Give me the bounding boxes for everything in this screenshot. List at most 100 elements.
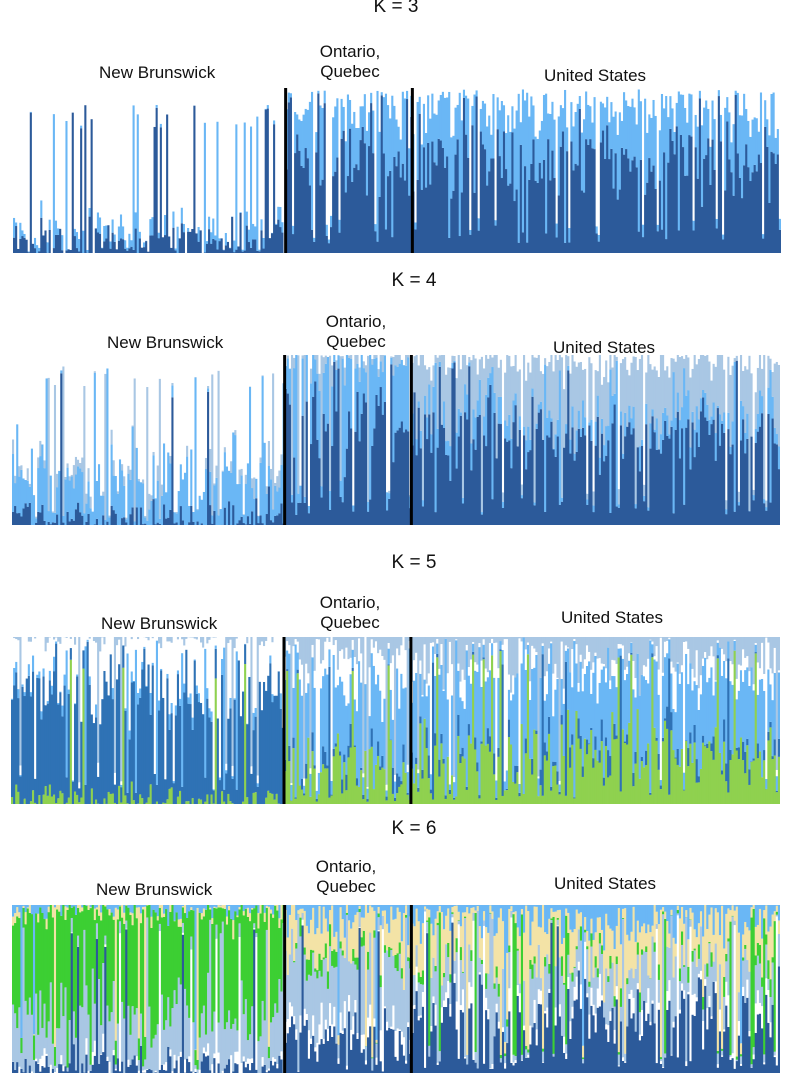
ancestry-bar-segment [424,365,427,396]
ancestry-bar-segment [395,119,398,167]
ancestry-bar-segment [507,185,510,253]
ancestry-bar-segment [713,170,717,253]
ancestry-bar-segment [430,380,433,435]
ancestry-bar-segment [400,1044,404,1073]
ancestry-bar-segment [328,910,332,925]
ancestry-bar-segment [186,445,189,457]
ancestry-bar-segment [86,641,90,804]
ancestry-bar-segment [305,637,308,664]
ancestry-bar-segment [402,1037,406,1056]
ancestry-bar-segment [438,361,442,367]
ancestry-bar-segment [218,780,222,804]
ancestry-bar-segment [332,88,335,118]
ancestry-bar-segment [87,905,90,910]
ancestry-bar-segment [693,677,697,682]
ancestry-bar-segment [179,1056,183,1073]
ancestry-bar-segment [388,932,391,948]
ancestry-bar-segment [242,905,246,912]
ancestry-bar-segment [379,1030,383,1062]
ancestry-bar-segment [400,941,404,969]
ancestry-bar-segment [749,181,752,253]
ancestry-bar-segment [532,105,535,140]
ancestry-bar-segment [493,677,496,754]
ancestry-bar-segment [202,647,205,715]
ancestry-bar-segment [190,907,193,910]
ancestry-bar-segment [211,918,214,924]
ancestry-bar-segment [347,637,350,660]
ancestry-bar-segment [326,905,330,932]
ancestry-bar-segment [79,468,82,513]
ancestry-bar-segment [164,235,167,253]
ancestry-bar-segment [758,679,762,752]
ancestry-bar-segment [313,637,317,671]
ancestry-bar-segment [144,906,147,1037]
ancestry-bar-segment [316,928,319,971]
ancestry-bar-segment [303,496,307,503]
ancestry-bar-segment [654,188,658,253]
ancestry-bar-segment [663,641,667,658]
ancestry-bar-segment [316,970,319,979]
ancestry-bar-segment [317,90,320,94]
ancestry-bar-segment [114,907,118,1041]
ancestry-bar-segment [160,495,164,525]
ancestry-bar-segment [100,920,103,1026]
ancestry-bar-segment [358,637,361,639]
ancestry-bar-segment [674,355,678,362]
ancestry-bar-segment [244,484,248,525]
ancestry-bar-segment [461,669,465,702]
ancestry-bar-segment [605,426,608,456]
ancestry-bar-segment [491,367,494,500]
ancestry-bar-segment [190,936,193,950]
ancestry-bar-segment [91,1064,95,1073]
ancestry-bar-segment [309,975,313,1039]
ancestry-bar-segment [118,639,121,665]
ancestry-bar-segment [234,1063,237,1073]
ancestry-bar-segment [335,1042,338,1044]
ancestry-bar-segment [267,440,271,466]
ancestry-bar-segment [620,147,624,253]
ancestry-bar-segment [102,515,105,525]
ancestry-bar-segment [139,923,143,1014]
ancestry-bar-segment [38,247,41,252]
ancestry-bar-segment [337,1058,340,1064]
ancestry-bar-segment [655,646,659,662]
ancestry-bar-segment [535,652,538,655]
ancestry-bar-segment [74,791,77,804]
ancestry-bar-segment [188,1062,191,1073]
ancestry-bar-segment [778,88,781,219]
ancestry-bar-segment [554,434,558,457]
ancestry-bar-segment [112,510,116,525]
ancestry-bar-segment [429,184,432,253]
ancestry-bar-segment [161,237,165,253]
ancestry-bar-segment [457,408,461,437]
ancestry-bar-segment [566,637,570,648]
ancestry-bar-segment [141,669,144,799]
ancestry-bar-segment [332,748,336,757]
ancestry-bar-segment [218,777,222,781]
ancestry-bar-segment [752,760,756,804]
ancestry-bar-segment [379,690,382,767]
ancestry-bar-segment [486,637,490,673]
ancestry-bar-segment [218,238,222,242]
ancestry-bar-segment [334,637,338,641]
ancestry-bar-segment [111,688,115,700]
ancestry-bar-segment [482,368,486,417]
ancestry-bar-segment [256,637,260,776]
ancestry-bar-segment [78,88,81,239]
ancestry-bar-segment [577,428,581,525]
ancestry-bar-segment [195,685,199,694]
ancestry-bar-segment [638,778,642,804]
ancestry-bar-segment [708,355,711,362]
ancestry-bar-segment [453,799,456,804]
ancestry-bar-segment [120,802,123,804]
ancestry-bar-segment [662,439,665,525]
ancestry-bar-segment [506,355,509,426]
ancestry-bar-segment [338,88,341,220]
ancestry-bar-segment [592,767,595,804]
ancestry-bar-segment [108,515,111,518]
ancestry-bar-segment [425,696,429,728]
ancestry-bar-segment [253,928,256,930]
ancestry-bar-segment [402,905,406,914]
ancestry-bar-segment [189,231,192,253]
ancestry-bar-segment [624,355,627,358]
